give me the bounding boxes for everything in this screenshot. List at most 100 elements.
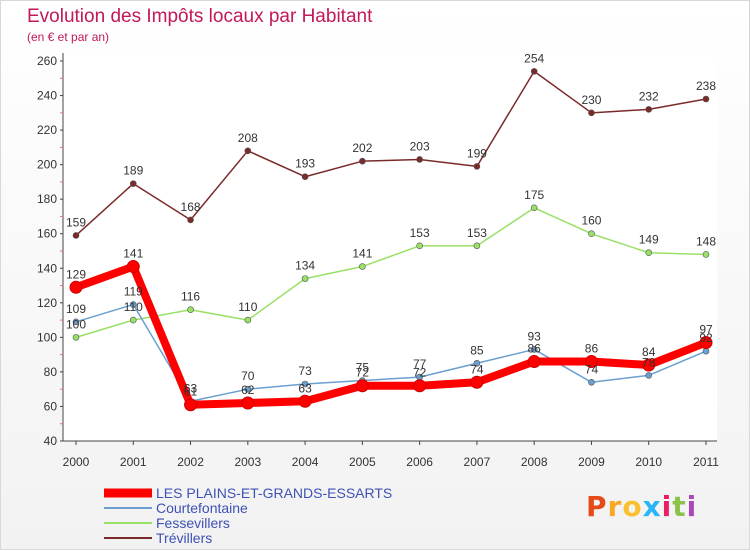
data-point <box>699 336 713 350</box>
data-point <box>645 249 653 257</box>
data-label: 134 <box>295 259 315 273</box>
data-label: 254 <box>524 51 544 65</box>
legend-label: Fessevillers <box>156 515 230 531</box>
legend: LES PLAINS-ET-GRANDS-ESSARTSCourtefontai… <box>104 485 392 546</box>
data-label: 141 <box>352 247 372 261</box>
data-label: 203 <box>410 139 430 153</box>
data-label: 86 <box>585 342 599 356</box>
chart-subtitle: (en € et par an) <box>27 30 110 44</box>
data-point <box>355 379 369 393</box>
data-label: 62 <box>241 383 255 397</box>
x-tick-label: 2007 <box>464 455 491 469</box>
data-label: 74 <box>470 362 484 376</box>
y-tick-label: 180 <box>37 192 57 206</box>
data-point <box>244 147 252 155</box>
data-point <box>126 260 140 274</box>
data-label: 153 <box>410 226 430 240</box>
data-label: 193 <box>295 157 315 171</box>
data-label: 78 <box>642 355 656 369</box>
y-tick-label: 240 <box>37 89 57 103</box>
data-label: 75 <box>356 361 370 375</box>
data-point <box>301 275 309 282</box>
data-point <box>527 355 541 369</box>
data-label: 61 <box>184 385 198 399</box>
data-label: 232 <box>639 89 659 103</box>
data-label: 110 <box>124 300 143 314</box>
data-point <box>530 68 538 75</box>
data-label: 70 <box>241 369 255 383</box>
y-tick-label: 60 <box>44 399 58 413</box>
data-point <box>473 359 481 367</box>
data-point <box>413 379 427 393</box>
series-line <box>72 262 710 409</box>
data-point <box>187 216 194 224</box>
data-label: 159 <box>66 215 86 229</box>
data-label: 202 <box>352 141 372 155</box>
x-tick-label: 2004 <box>292 455 319 469</box>
data-label: 63 <box>184 381 198 395</box>
data-point <box>244 385 252 393</box>
x-tick-label: 2010 <box>635 455 662 469</box>
data-label: 168 <box>181 200 201 214</box>
data-point <box>187 306 194 314</box>
y-tick-label: 100 <box>37 330 57 344</box>
data-label: 72 <box>356 366 370 380</box>
y-tick-label: 140 <box>37 261 57 275</box>
data-point <box>72 318 80 326</box>
data-label: 84 <box>642 345 656 359</box>
data-point <box>588 230 595 238</box>
data-point <box>241 396 255 410</box>
x-tick-label: 2005 <box>349 455 376 469</box>
legend-label: Trévillers <box>156 530 212 546</box>
series-lines <box>72 70 710 409</box>
data-label: 149 <box>639 233 659 247</box>
data-point <box>359 263 366 270</box>
data-point <box>184 398 198 412</box>
data-point <box>642 358 656 372</box>
data-label: 72 <box>413 366 427 380</box>
x-tick-label: 2008 <box>521 455 548 469</box>
data-point <box>588 109 595 117</box>
x-tick-label: 2002 <box>177 455 204 469</box>
data-point <box>702 347 710 355</box>
x-tick-label: 2003 <box>234 455 261 469</box>
x-tick-label: 2006 <box>406 455 433 469</box>
x-tick-label: 2011 <box>693 455 719 469</box>
data-label: 153 <box>467 226 487 240</box>
data-point <box>530 346 538 353</box>
data-label: 93 <box>528 329 542 343</box>
series-line <box>75 207 707 339</box>
data-point <box>416 156 423 163</box>
data-label: 100 <box>66 317 86 331</box>
data-label: 160 <box>581 214 601 228</box>
data-label: 74 <box>585 362 599 376</box>
data-label: 148 <box>696 234 716 248</box>
y-tick-label: 260 <box>37 54 57 68</box>
data-point <box>416 242 423 250</box>
data-point <box>69 280 83 294</box>
data-point <box>129 301 137 308</box>
data-label: 175 <box>524 188 544 202</box>
data-label: 85 <box>470 343 484 357</box>
data-point <box>470 375 484 389</box>
x-tick-label: 2000 <box>63 455 90 469</box>
data-point <box>72 232 80 239</box>
data-point <box>298 394 312 408</box>
data-point <box>359 157 366 165</box>
data-label: 230 <box>581 93 601 107</box>
y-tick-label: 220 <box>37 123 57 137</box>
proxiti-logo: Proxiti <box>586 490 698 523</box>
data-label: 189 <box>123 164 143 178</box>
data-point <box>473 163 481 170</box>
y-tick-label: 120 <box>37 296 57 310</box>
x-tick-label: 2001 <box>120 455 147 469</box>
data-point <box>702 251 710 258</box>
data-point <box>129 180 137 187</box>
series-line <box>75 70 707 237</box>
data-point <box>645 372 653 379</box>
data-point <box>584 355 598 369</box>
data-point <box>588 378 595 386</box>
data-label: 208 <box>238 131 258 145</box>
legend-label: Courtefontaine <box>156 500 248 516</box>
